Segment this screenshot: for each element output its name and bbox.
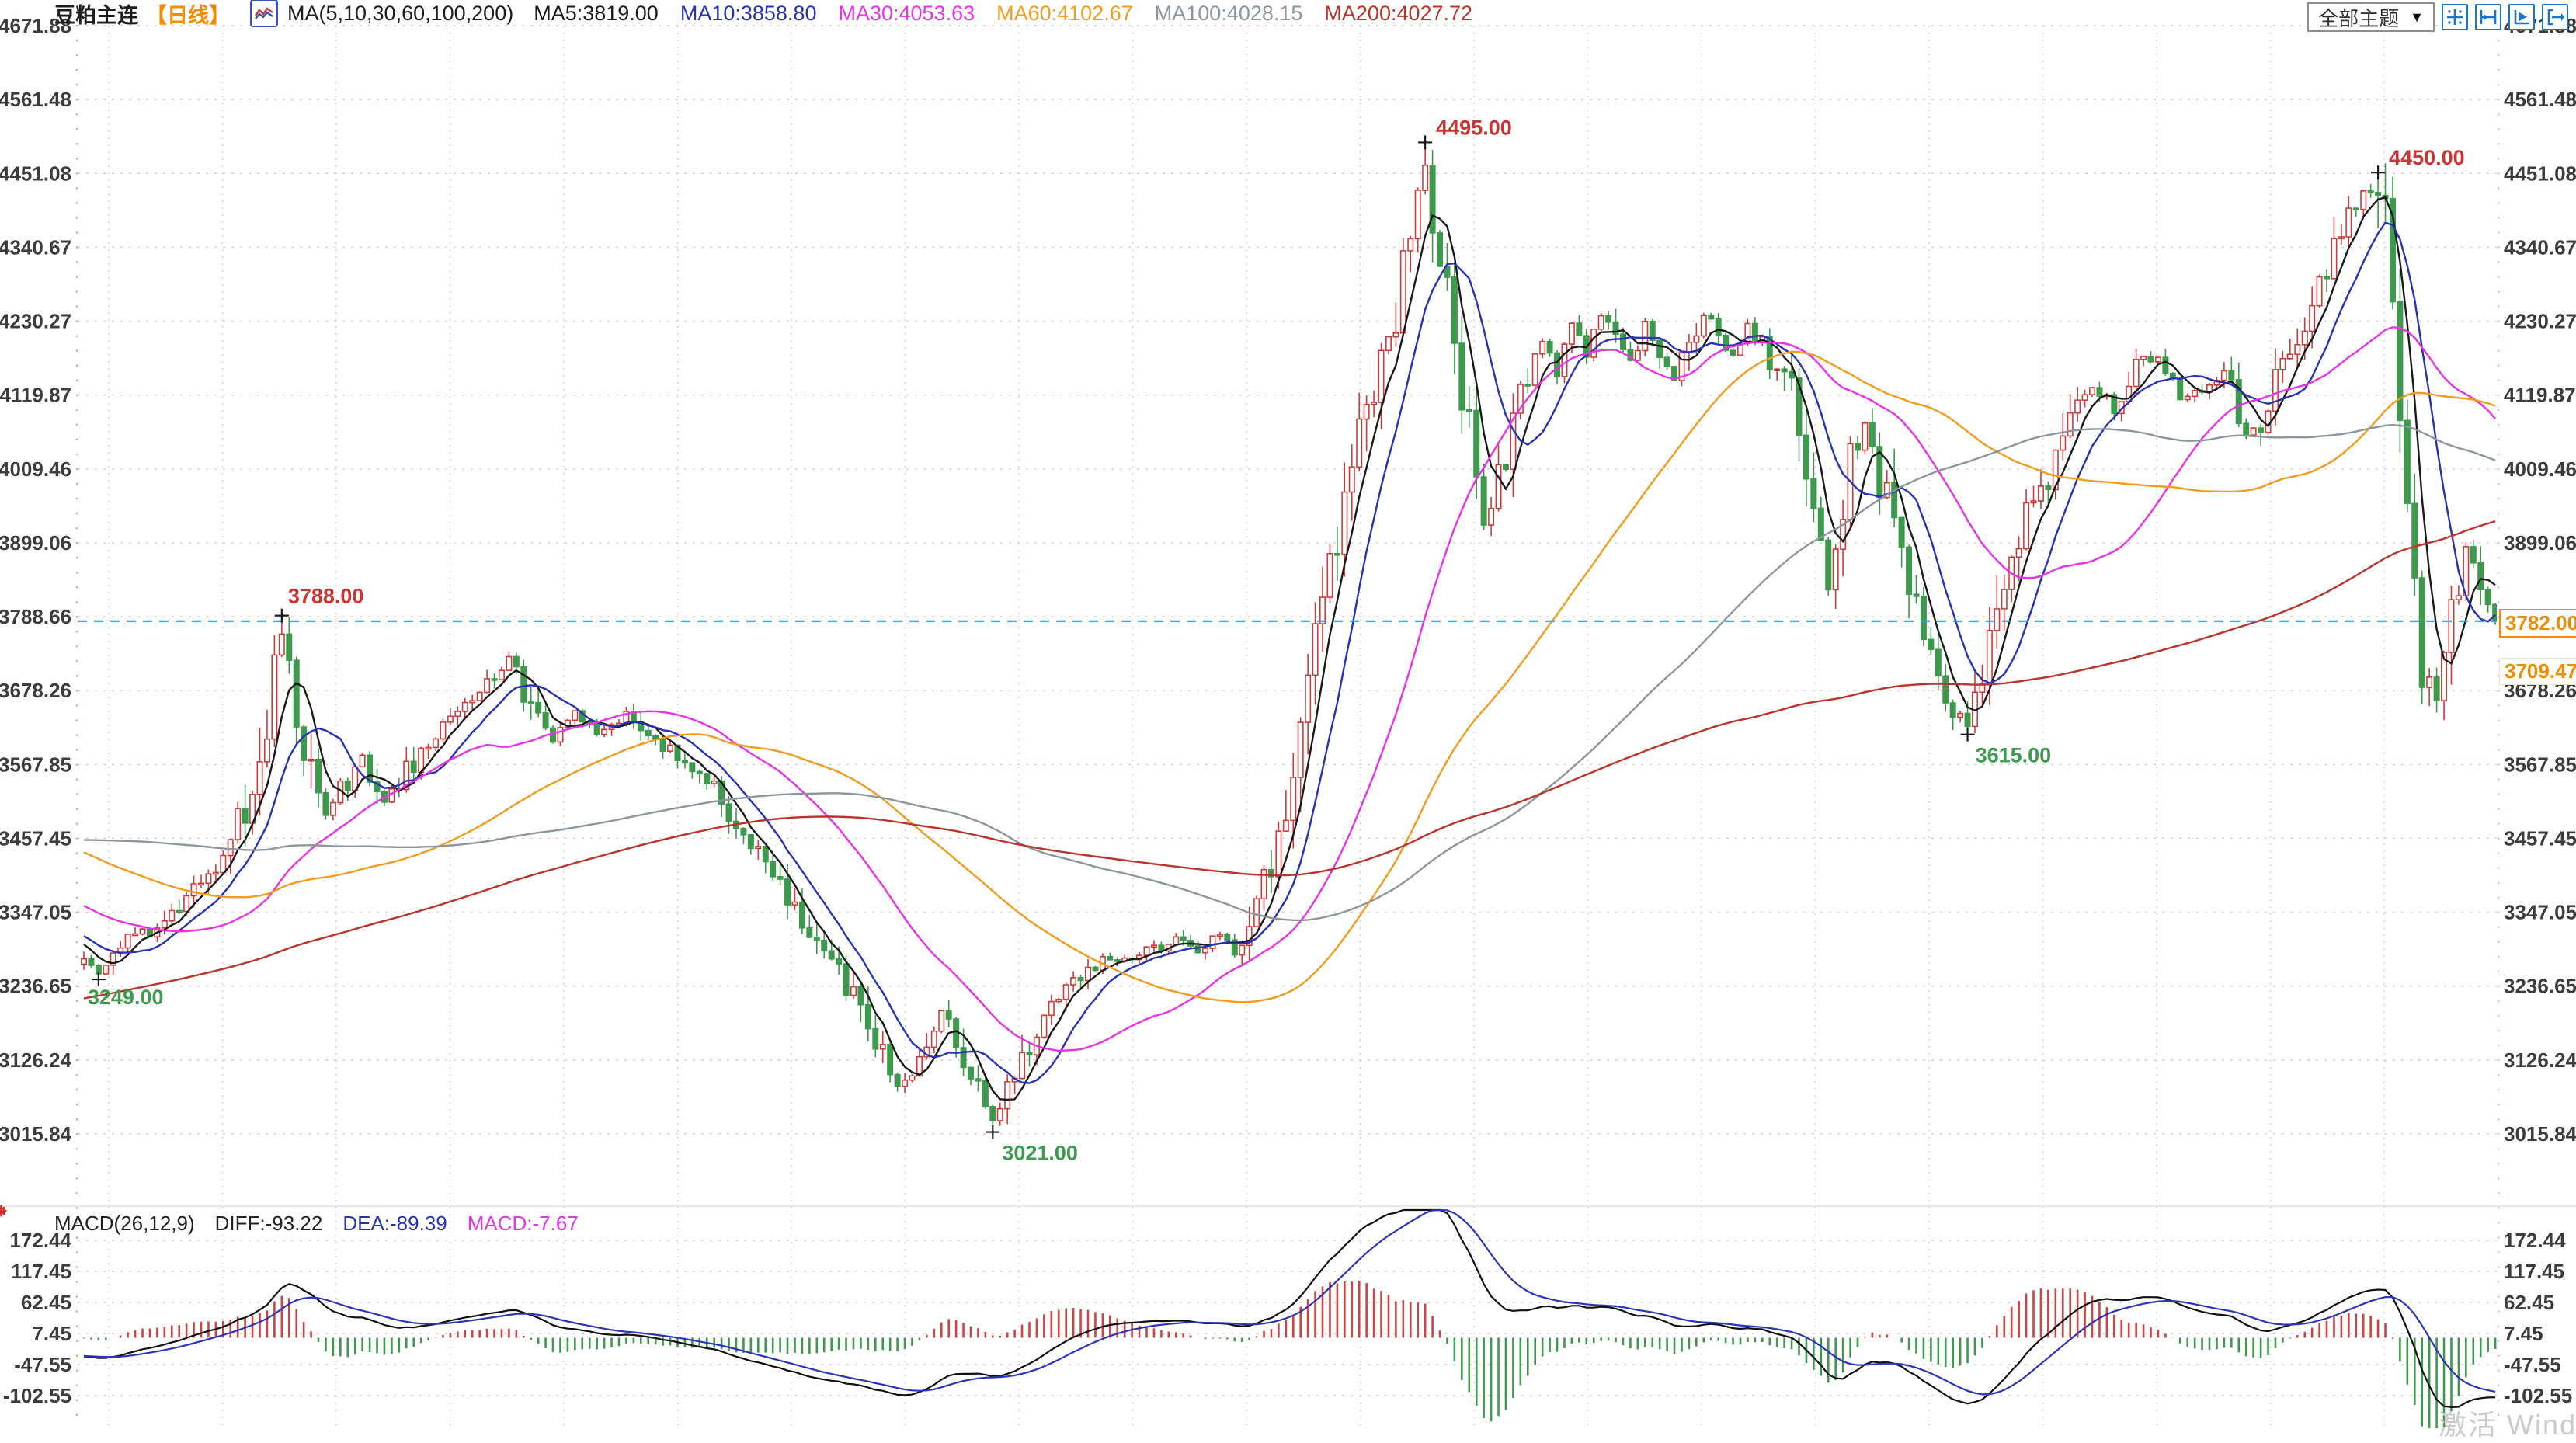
fit-x-axis-icon[interactable] xyxy=(2475,4,2501,30)
price-annotation: 3788.00 xyxy=(288,585,364,608)
symbol-name: 豆粕主连 xyxy=(54,3,138,27)
price-tick-right: 4119.87 xyxy=(2504,384,2576,407)
playback-icon[interactable] xyxy=(2508,4,2535,30)
price-annotation: 3615.00 xyxy=(1976,744,2052,767)
price-tick-left: 3567.85 xyxy=(0,753,71,776)
price-tick-right: 3015.84 xyxy=(2504,1122,2576,1146)
toolbar: 全部主题 ▼ xyxy=(2307,2,2568,32)
price-tick-left: 4561.48 xyxy=(0,88,71,111)
ma-value-1: MA10:3858.80 xyxy=(680,1,817,25)
macd-tick-right: -47.55 xyxy=(2504,1353,2561,1376)
price-tick-left: 3457.45 xyxy=(0,826,71,850)
price-tick-right: 4009.46 xyxy=(2504,457,2576,481)
reference-price-badge: 3709.47 xyxy=(2499,658,2576,685)
macd-params-label: MACD(26,12,9) xyxy=(54,1212,195,1235)
price-tick-right: 3567.85 xyxy=(2504,753,2576,776)
ma-value-4: MA100:4028.15 xyxy=(1154,1,1303,25)
price-annotation: 4495.00 xyxy=(1436,116,1512,139)
export-icon[interactable] xyxy=(2542,4,2568,30)
price-tick-left: 3788.66 xyxy=(0,605,71,628)
macd-macd-value: MACD:-7.67 xyxy=(467,1212,579,1235)
chart-header: 豆粕主连 【日线】 MA(5,10,30,60,100,200) MA5:381… xyxy=(54,0,1472,27)
ma-value-0: MA5:3819.00 xyxy=(534,1,659,25)
macd-header: MACD(26,12,9) DIFF:-93.22 DEA:-89.39 MAC… xyxy=(54,1212,579,1236)
dea-line xyxy=(83,1208,2496,1396)
macd-layer xyxy=(82,1208,2497,1428)
price-tick-left: 4009.46 xyxy=(0,457,71,481)
price-tick-left: 4671.88 xyxy=(0,14,71,37)
price-tick-left: 4119.87 xyxy=(0,384,71,407)
theme-dropdown[interactable]: 全部主题 ▼ xyxy=(2307,2,2435,32)
annotations-layer: 3249.00 3788.00 3021.00 4495.00 3615.00 4450.… xyxy=(88,116,2465,1164)
price-tick-right: 4451.08 xyxy=(2504,162,2576,185)
price-tick-right: 3457.45 xyxy=(2504,826,2576,850)
price-tick-right: 3126.24 xyxy=(2504,1048,2576,1072)
ma60-line xyxy=(83,350,2496,1003)
price-tick-right: 3347.05 xyxy=(2504,901,2576,924)
price-tick-right: 4561.48 xyxy=(2504,88,2576,111)
ma-value-3: MA60:4102.67 xyxy=(996,1,1133,25)
ma10-line xyxy=(83,221,2496,1084)
diff-line xyxy=(83,1208,2496,1409)
macd-tick-left: 117.45 xyxy=(11,1260,71,1283)
price-annotation: 3021.00 xyxy=(1002,1142,1078,1165)
price-tick-right: 3899.06 xyxy=(2504,531,2576,555)
macd-tick-right: 172.44 xyxy=(2504,1229,2566,1252)
price-tick-left: 3015.84 xyxy=(0,1122,72,1146)
price-tick-left: 3678.26 xyxy=(0,679,71,702)
macd-tick-right: 7.45 xyxy=(2504,1322,2543,1345)
macd-tick-left: 172.44 xyxy=(9,1229,71,1252)
macd-diff-value: DIFF:-93.22 xyxy=(214,1212,323,1235)
chevron-down-icon: ▼ xyxy=(2410,9,2424,25)
left-edge-marker: ✸ xyxy=(0,1201,9,1221)
ma200-line xyxy=(83,520,2496,1000)
price-tick-left: 3126.24 xyxy=(0,1048,72,1072)
price-tick-right: 4340.67 xyxy=(2504,235,2576,259)
crosshair-icon[interactable] xyxy=(2442,4,2468,30)
price-tick-right: 4230.27 xyxy=(2504,310,2576,333)
price-annotation: 3249.00 xyxy=(88,986,164,1009)
price-tick-left: 3347.05 xyxy=(0,901,71,924)
ma5-line xyxy=(83,196,2496,1101)
price-tick-left: 4230.27 xyxy=(0,310,71,333)
ma-settings-label: MA(5,10,30,60,100,200) xyxy=(287,1,514,25)
ma-value-5: MA200:4027.72 xyxy=(1324,1,1473,25)
ma-lines-layer xyxy=(83,196,2497,1101)
price-tick-left: 3899.06 xyxy=(0,531,71,555)
macd-tick-left: 62.45 xyxy=(21,1291,71,1314)
macd-tick-right: 62.45 xyxy=(2504,1291,2554,1314)
macd-tick-right: 117.45 xyxy=(2504,1260,2564,1283)
price-annotation: 4450.00 xyxy=(2389,146,2465,169)
price-tick-left: 3236.65 xyxy=(0,975,71,998)
candles-layer xyxy=(81,144,2497,1131)
ma-values: MA5:3819.00 MA10:3858.80 MA30:4053.63 MA60:… xyxy=(534,2,1472,26)
activation-watermark: 激活 Windows xyxy=(2439,1409,2576,1441)
mini-chart-icon xyxy=(250,0,278,27)
price-tick-left: 4340.67 xyxy=(0,235,71,259)
macd-tick-left: 7.45 xyxy=(32,1322,71,1345)
macd-tick-right: -102.55 xyxy=(2504,1384,2572,1407)
price-tick-left: 4451.08 xyxy=(0,162,71,185)
theme-dropdown-label: 全部主题 xyxy=(2318,6,2400,30)
ma-value-2: MA30:4053.63 xyxy=(838,1,975,25)
macd-dea-value: DEA:-89.39 xyxy=(342,1212,447,1235)
timeframe-label: 【日线】 xyxy=(146,3,230,27)
macd-tick-left: -102.55 xyxy=(3,1384,71,1407)
price-tick-right: 3236.65 xyxy=(2504,975,2576,998)
macd-tick-left: -47.55 xyxy=(14,1353,71,1376)
current-price-badge: 3782.00 xyxy=(2499,609,2576,638)
ma30-line xyxy=(83,326,2497,1052)
gridlines xyxy=(0,24,2576,1429)
ma100-line xyxy=(84,423,2496,922)
